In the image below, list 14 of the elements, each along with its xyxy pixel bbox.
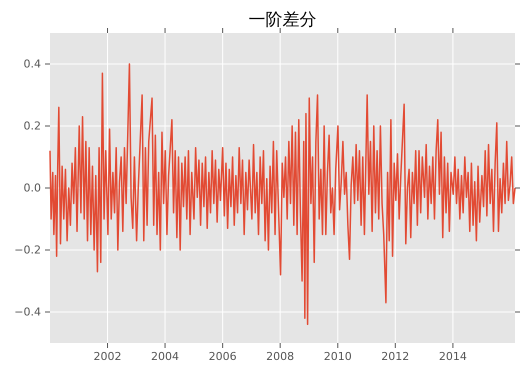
x-tick-label: 2004 [151,350,180,363]
x-tick-label: 2002 [94,350,122,363]
y-tick-label: 0.4 [24,58,41,71]
x-tick-label: 2008 [266,350,294,363]
line-series [49,63,516,326]
y-tick-label: 0.0 [24,182,41,195]
y-tick-label: 0.2 [24,120,41,133]
x-tick-label: 2006 [208,350,237,363]
x-tick-label: 2012 [381,350,410,363]
x-tick-label: 2014 [438,350,467,363]
y-tick-label: −0.2 [14,244,41,257]
y-tick-label: −0.4 [14,306,41,319]
x-tick-label: 2010 [324,350,352,363]
chart-title: 一阶差分 [248,10,316,30]
